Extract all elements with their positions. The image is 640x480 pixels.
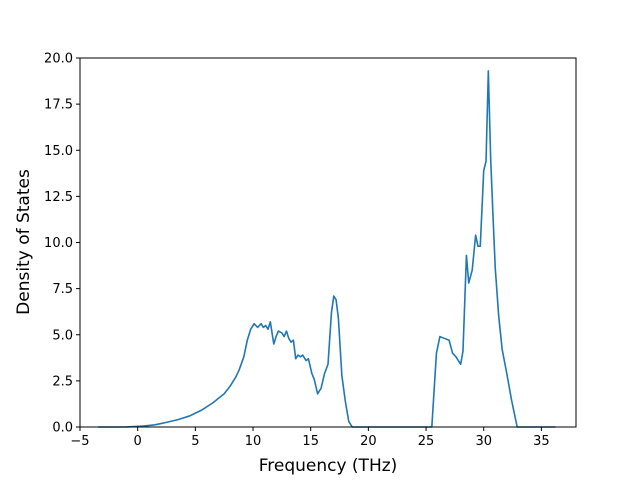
x-tick-label: 20 (360, 434, 377, 449)
y-tick-label: 17.5 (44, 98, 73, 113)
series-layer (97, 70, 557, 428)
x-axis-title: Frequency (THz) (259, 456, 398, 476)
y-tick-label: 7.5 (52, 282, 73, 297)
x-tick-label: 10 (245, 434, 262, 449)
x-tick-label: 35 (533, 434, 550, 449)
y-tick-label: 10.0 (44, 236, 73, 251)
x-tick-label: 0 (134, 434, 142, 449)
y-tick-label: 20.0 (44, 52, 73, 67)
y-tick-label: 15.0 (44, 144, 73, 159)
y-axis: 0.0 2.5 5.0 7.5 10.0 12.5 15.0 17.5 20.0 (44, 52, 80, 436)
x-tick-label: −5 (70, 434, 89, 449)
dos-series-line (97, 70, 557, 428)
x-tick-label: 25 (418, 434, 435, 449)
y-axis-title: Density of States (14, 169, 34, 315)
x-tick-label: 15 (302, 434, 319, 449)
plot-area (80, 58, 576, 427)
x-tick-label: 30 (475, 434, 492, 449)
x-axis: −5 0 5 10 15 20 25 30 35 (70, 427, 550, 449)
y-tick-label: 2.5 (52, 374, 73, 389)
y-tick-label: 0.0 (52, 421, 73, 436)
y-tick-label: 12.5 (44, 190, 73, 205)
x-tick-label: 5 (191, 434, 199, 449)
y-tick-label: 5.0 (52, 328, 73, 343)
